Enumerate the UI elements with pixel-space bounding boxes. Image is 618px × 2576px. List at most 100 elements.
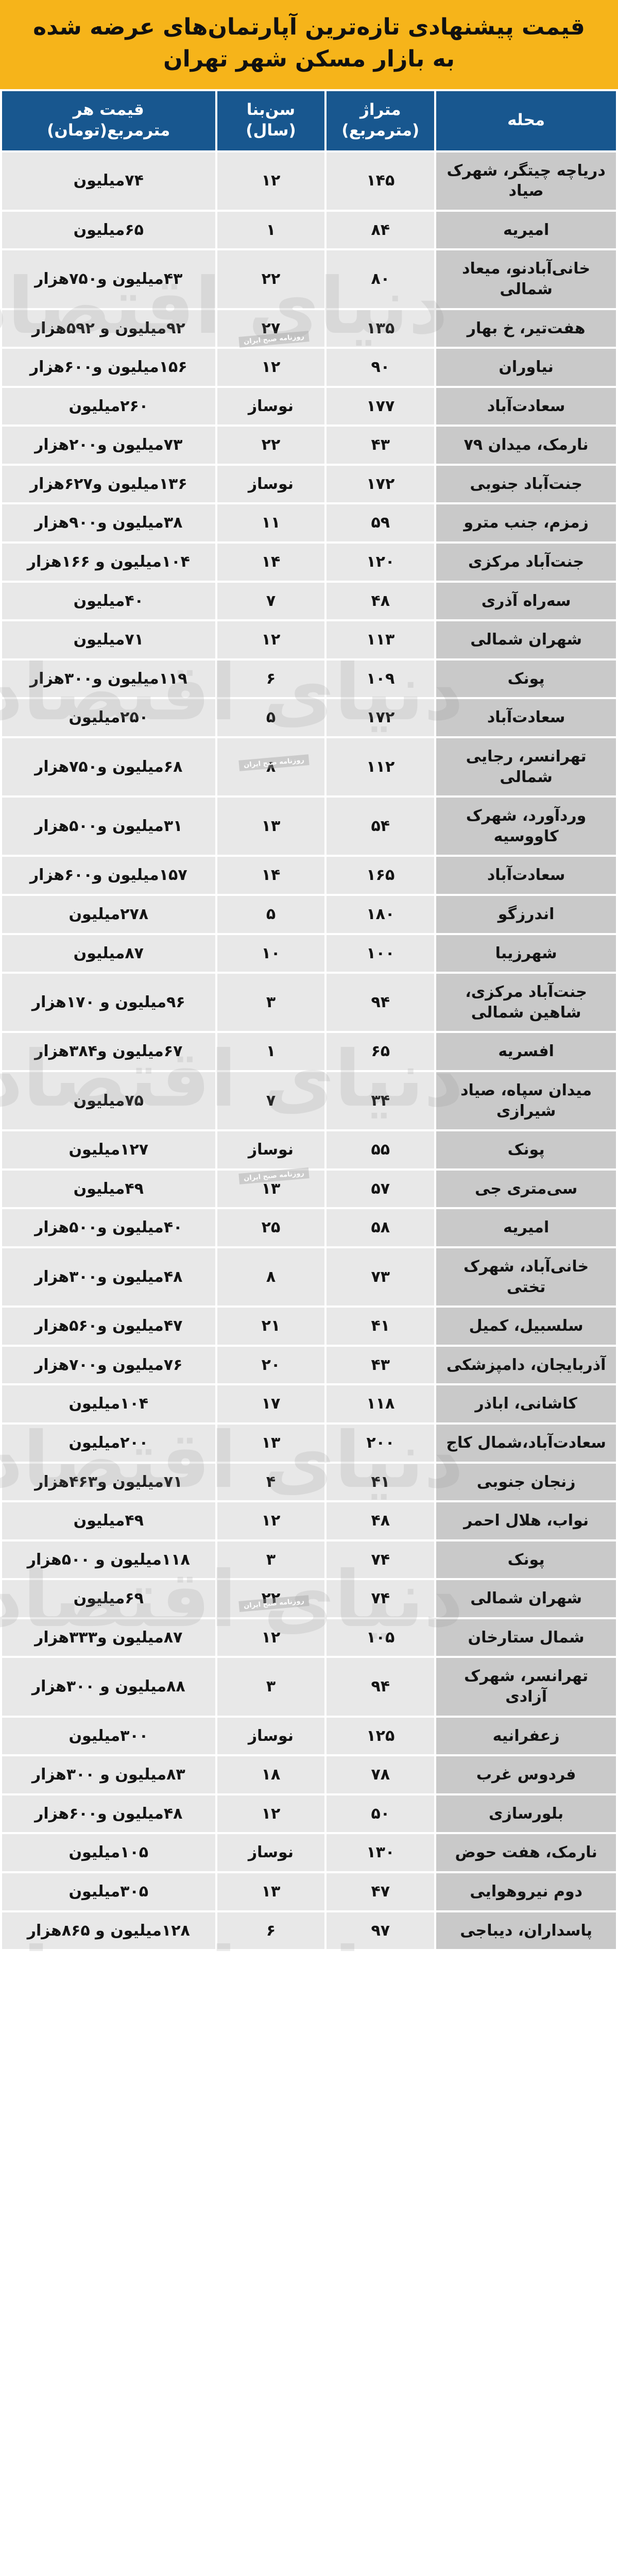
cell-price: ۳۱میلیون و۵۰۰هزار: [2, 798, 215, 855]
table-row: سعادت‌آباد،شمال کاج ۲۰۰ ۱۳ ۲۰۰میلیون: [2, 1424, 616, 1462]
cell-area: ۲۰۰: [327, 1424, 435, 1462]
cell-price: ۴۰میلیون و۵۰۰هزار: [2, 1209, 215, 1246]
cell-price: ۶۵میلیون: [2, 211, 215, 249]
cell-age: ۸: [217, 738, 325, 796]
cell-age: ۱۳: [217, 1424, 325, 1462]
cell-neighborhood: جنت‌آباد جنوبی: [436, 465, 616, 503]
table-row: کاشانی، اباذر ۱۱۸ ۱۷ ۱۰۴میلیون: [2, 1385, 616, 1422]
cell-age: نوساز: [217, 1131, 325, 1168]
cell-price: ۷۳میلیون و۲۰۰هزار: [2, 427, 215, 464]
column-header-neighborhood: محله: [436, 91, 616, 150]
cell-price: ۷۵میلیون: [2, 1072, 215, 1130]
cell-neighborhood: زعفرانیه: [436, 1717, 616, 1755]
cell-price: ۱۱۸میلیون و ۵۰۰هزار: [2, 1541, 215, 1579]
table-row: شهران شمالی ۷۴ ۲۲ ۶۹میلیون: [2, 1580, 616, 1617]
cell-price: ۴۷میلیون و۵۶۰هزار: [2, 1308, 215, 1345]
column-header-age: سن‌بنا (سال): [217, 91, 325, 150]
cell-area: ۵۰: [327, 1795, 435, 1833]
cell-age: ۳: [217, 974, 325, 1031]
cell-price: ۴۸میلیون و۳۰۰هزار: [2, 1248, 215, 1306]
table-row: سلسبیل، کمیل ۴۱ ۲۱ ۴۷میلیون و۵۶۰هزار: [2, 1308, 616, 1345]
cell-price: ۸۳میلیون و ۳۰۰هزار: [2, 1756, 215, 1793]
cell-neighborhood: امیریه: [436, 211, 616, 249]
cell-neighborhood: تهرانسر، رجایی شمالی: [436, 738, 616, 796]
cell-age: ۱۲: [217, 621, 325, 658]
cell-area: ۱۱۳: [327, 621, 435, 658]
cell-area: ۷۴: [327, 1541, 435, 1579]
table-body: دریاچه چیتگر، شهرک صیاد ۱۴۵ ۱۲ ۷۴میلیون امیر…: [2, 152, 616, 1950]
cell-age: ۱۳: [217, 798, 325, 855]
table-row: زمزم، جنب مترو ۵۹ ۱۱ ۳۸میلیون و۹۰۰هزار: [2, 504, 616, 542]
table-row: بلورسازی ۵۰ ۱۲ ۴۸میلیون و۶۰۰هزار: [2, 1795, 616, 1833]
cell-area: ۵۴: [327, 798, 435, 855]
table-row: پاسداران، دیباجی ۹۷ ۶ ۱۲۸میلیون و ۸۶۵هزار: [2, 1912, 616, 1950]
cell-neighborhood: جنت‌آباد مرکزی: [436, 544, 616, 581]
cell-age: ۱۲: [217, 152, 325, 210]
cell-area: ۴۱: [327, 1308, 435, 1345]
housing-price-table: محله متراژ (مترمربع) سن‌بنا (سال) قیمت ه…: [0, 89, 618, 1952]
cell-age: ۱۳: [217, 1170, 325, 1208]
cell-price: ۴۸میلیون و۶۰۰هزار: [2, 1795, 215, 1833]
table-row: سه‌راه آذری ۴۸ ۷ ۴۰میلیون: [2, 582, 616, 620]
column-header-price-label: قیمت هر: [73, 100, 144, 119]
column-header-area-label: متراژ: [360, 100, 401, 119]
cell-price: ۱۲۷میلیون: [2, 1131, 215, 1168]
table-row: سی‌متری جی ۵۷ ۱۳ ۴۹میلیون: [2, 1170, 616, 1208]
table-row: آذربایجان، دامپزشکی ۴۳ ۲۰ ۷۶میلیون و۷۰۰هزار: [2, 1346, 616, 1384]
cell-age: ۵: [217, 896, 325, 933]
table-row: اندرزگو ۱۸۰ ۵ ۲۷۸میلیون: [2, 896, 616, 933]
table-row: نواب، هلال احمر ۴۸ ۱۲ ۴۹میلیون: [2, 1502, 616, 1539]
cell-neighborhood: پونک: [436, 660, 616, 698]
cell-neighborhood: سعادت‌آباد: [436, 387, 616, 425]
cell-area: ۹۴: [327, 1658, 435, 1716]
cell-area: ۱۳۵: [327, 310, 435, 347]
cell-area: ۱۸۰: [327, 896, 435, 933]
cell-neighborhood: جنت‌آباد مرکزی، شاهین شمالی: [436, 974, 616, 1031]
cell-neighborhood: خانی‌آبادنو، میعاد شمالی: [436, 250, 616, 308]
cell-price: ۶۸میلیون و۷۵۰هزار: [2, 738, 215, 796]
cell-age: ۲۰: [217, 1346, 325, 1384]
cell-price: ۷۶میلیون و۷۰۰هزار: [2, 1346, 215, 1384]
cell-price: ۴۰میلیون: [2, 582, 215, 620]
cell-age: ۱: [217, 211, 325, 249]
cell-area: ۱۰۵: [327, 1619, 435, 1656]
cell-age: ۱۷: [217, 1385, 325, 1422]
title-banner: قیمت پیشنهادی تازه‌ترین آپارتمان‌های عرض…: [0, 0, 618, 89]
cell-price: ۶۷میلیون و۳۸۴هزار: [2, 1033, 215, 1070]
cell-price: ۳۰۰میلیون: [2, 1717, 215, 1755]
cell-area: ۴۸: [327, 582, 435, 620]
cell-area: ۷۴: [327, 1580, 435, 1617]
table-row: زعفرانیه ۱۲۵ نوساز ۳۰۰میلیون: [2, 1717, 616, 1755]
cell-price: ۱۰۴میلیون و ۱۶۶هزار: [2, 544, 215, 581]
cell-area: ۳۴: [327, 1072, 435, 1130]
cell-price: ۱۲۸میلیون و ۸۶۵هزار: [2, 1912, 215, 1950]
cell-neighborhood: تهرانسر، شهرک آزادی: [436, 1658, 616, 1716]
cell-age: ۶: [217, 1912, 325, 1950]
page-title: قیمت پیشنهادی تازه‌ترین آپارتمان‌های عرض…: [33, 14, 585, 73]
cell-neighborhood: شهران شمالی: [436, 1580, 616, 1617]
cell-age: نوساز: [217, 387, 325, 425]
table-row: امیریه ۵۸ ۲۵ ۴۰میلیون و۵۰۰هزار: [2, 1209, 616, 1246]
cell-neighborhood: دریاچه چیتگر، شهرک صیاد: [436, 152, 616, 210]
cell-neighborhood: کاشانی، اباذر: [436, 1385, 616, 1422]
cell-neighborhood: فردوس غرب: [436, 1756, 616, 1793]
cell-neighborhood: زنجان جنوبی: [436, 1463, 616, 1501]
cell-area: ۸۰: [327, 250, 435, 308]
column-header-age-label: سن‌بنا: [246, 100, 296, 119]
cell-area: ۴۳: [327, 427, 435, 464]
cell-area: ۱۷۲: [327, 465, 435, 503]
table-row: خانی‌آبادنو، میعاد شمالی ۸۰ ۲۲ ۴۳میلیون و۷۵…: [2, 250, 616, 308]
table-row: جنت‌آباد مرکزی ۱۲۰ ۱۴ ۱۰۴میلیون و ۱۶۶هزار: [2, 544, 616, 581]
cell-area: ۴۳: [327, 1346, 435, 1384]
cell-area: ۸۴: [327, 211, 435, 249]
cell-area: ۵۵: [327, 1131, 435, 1168]
cell-price: ۱۳۶میلیون و۶۲۷هزار: [2, 465, 215, 503]
column-header-neighborhood-label: محله: [507, 111, 545, 130]
cell-neighborhood: امیریه: [436, 1209, 616, 1246]
cell-area: ۴۸: [327, 1502, 435, 1539]
cell-area: ۴۷: [327, 1873, 435, 1910]
table-row: شمال ستارخان ۱۰۵ ۱۲ ۸۷میلیون و۳۳۳هزار: [2, 1619, 616, 1656]
column-header-area-sub: (مترمربع): [341, 121, 420, 140]
cell-age: ۲۲: [217, 1580, 325, 1617]
cell-price: ۳۸میلیون و۹۰۰هزار: [2, 504, 215, 542]
